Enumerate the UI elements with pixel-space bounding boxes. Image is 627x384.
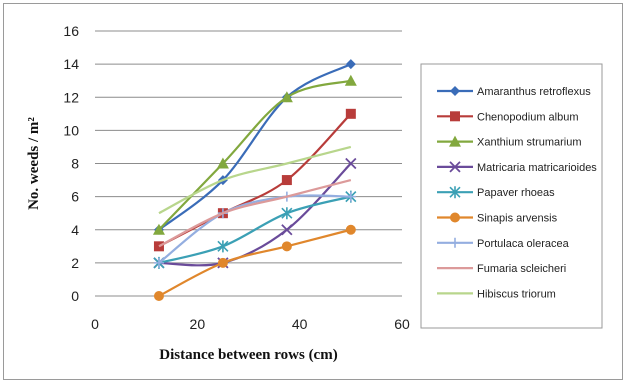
data-point-papaver-rhoeas [217,240,229,253]
legend: Amaranthus retroflexus Chenopodium album X… [420,63,603,329]
legend-marker-xanthium-strumarium [449,135,461,147]
x-tick-label: 60 [394,316,410,332]
x-tick-label: 40 [292,316,308,332]
data-point-xanthium-strumarium [152,223,165,235]
series-line-papaver-rhoeas [158,195,352,264]
x-tick-label: 20 [190,316,206,332]
data-point-sinapis-arvensis [217,257,228,268]
data-point-matricaria-matricarioides [345,157,357,170]
legend-marker-portulaca-oleracea [450,237,460,248]
x-tick-label: 0 [91,316,99,332]
y-axis-title: No. weeds / m² [26,117,42,210]
legend-label-portulaca-oleracea: Portulaca oleracea [477,238,570,250]
y-tick-label: 4 [71,222,79,238]
data-point-amaranthus-retroflexus [345,59,356,70]
series-line-matricaria-matricarioides [158,162,352,267]
data-point-xanthium-strumarium [280,91,293,103]
legend-marker-papaver-rhoeas [449,186,461,199]
legend-marker-chenopodium-album [450,111,460,122]
x-axis-title: Distance between rows (cm) [159,347,337,363]
data-point-sinapis-arvensis [153,291,164,301]
legend-label-xanthium-strumarium: Xanthium strumarium [477,137,582,149]
series-line-fumaria-scleicheri [158,178,352,248]
data-point-sinapis-arvensis [345,224,356,235]
y-tick-label: 0 [71,288,79,304]
legend-marker-matricaria-matricarioides [449,161,461,173]
data-point-portulaca-oleracea [345,191,356,202]
legend-label-papaver-rhoeas: Papaver rhoeas [477,187,555,199]
y-tick-label: 12 [63,89,79,105]
data-point-chenopodium-album [281,175,292,186]
y-tick-label: 6 [71,189,79,205]
axes: 0 2 4 6 8 10 12 14 16 0 20 40 60 [63,23,410,332]
data-point-xanthium-strumarium [344,74,357,86]
legend-label-hibiscus-triorum: Hibiscus triorum [477,288,556,300]
y-tick-label: 8 [71,156,79,172]
series-line-hibiscus-triorum [158,145,352,215]
data-point-chenopodium-album [345,108,356,119]
series-line-amaranthus-retroflexus [158,63,352,231]
legend-label-chenopodium-album: Chenopodium album [477,111,579,123]
data-point-papaver-rhoeas [281,207,293,220]
data-point-xanthium-strumarium [216,157,229,169]
y-tick-label: 2 [71,255,79,271]
series-line-portulaca-oleracea [158,194,351,264]
y-tick-label: 16 [63,23,79,39]
y-tick-label: 14 [63,56,79,72]
series-line-sinapis-arvensis [158,228,352,297]
legend-label-fumaria-scleicheri: Fumaria scleicheri [477,263,566,275]
data-point-matricaria-matricarioides [281,224,293,236]
series-line-xanthium-strumarium [158,79,352,231]
gridlines [95,30,402,297]
legend-marker-amaranthus-retroflexus [450,86,460,96]
data-point-sinapis-arvensis [281,241,292,252]
legend-label-matricaria-matricarioides: Matricaria matricarioides [477,162,597,174]
data-point-portulaca-oleracea [153,257,164,268]
y-tick-label: 10 [63,122,79,138]
legend-label-sinapis-arvensis: Sinapis arvensis [477,213,558,225]
series-lines [152,59,357,301]
legend-label-amaranthus-retroflexus: Amaranthus retroflexus [477,86,591,98]
legend-marker-sinapis-arvensis [450,212,460,223]
series-line-chenopodium-album [158,113,352,248]
